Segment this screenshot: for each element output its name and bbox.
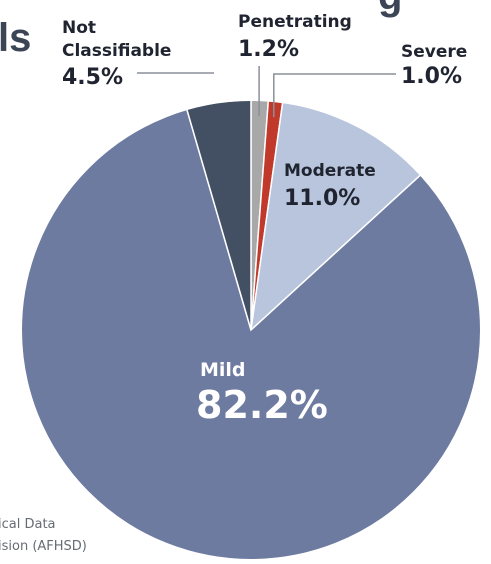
title-fragment-top: g	[378, 0, 402, 16]
value-moderate: 11.0%	[284, 186, 360, 211]
label-mild: Mild	[200, 359, 246, 381]
label-not-classifiable-line2: Classifiable	[62, 41, 171, 61]
label-moderate: Moderate	[284, 161, 376, 181]
pie-outline	[20, 99, 482, 561]
label-severe: Severe	[401, 42, 467, 62]
label-penetrating: Penetrating	[238, 12, 352, 32]
leader-severe	[273, 73, 396, 118]
value-mild: 82.2%	[196, 383, 328, 427]
value-penetrating: 1.2%	[238, 37, 299, 62]
pie-slices	[20, 99, 482, 561]
label-not-classifiable-line1: Not	[62, 18, 96, 38]
value-not-classifiable: 4.5%	[62, 65, 123, 90]
title-fragment: ls	[0, 16, 32, 60]
leader-lines	[137, 66, 396, 118]
source-note: ical Data ision (AFHSD)	[0, 514, 87, 558]
source-line-2: ision (AFHSD)	[0, 539, 87, 554]
value-severe: 1.0%	[401, 64, 462, 89]
source-line-1: ical Data	[0, 517, 56, 532]
